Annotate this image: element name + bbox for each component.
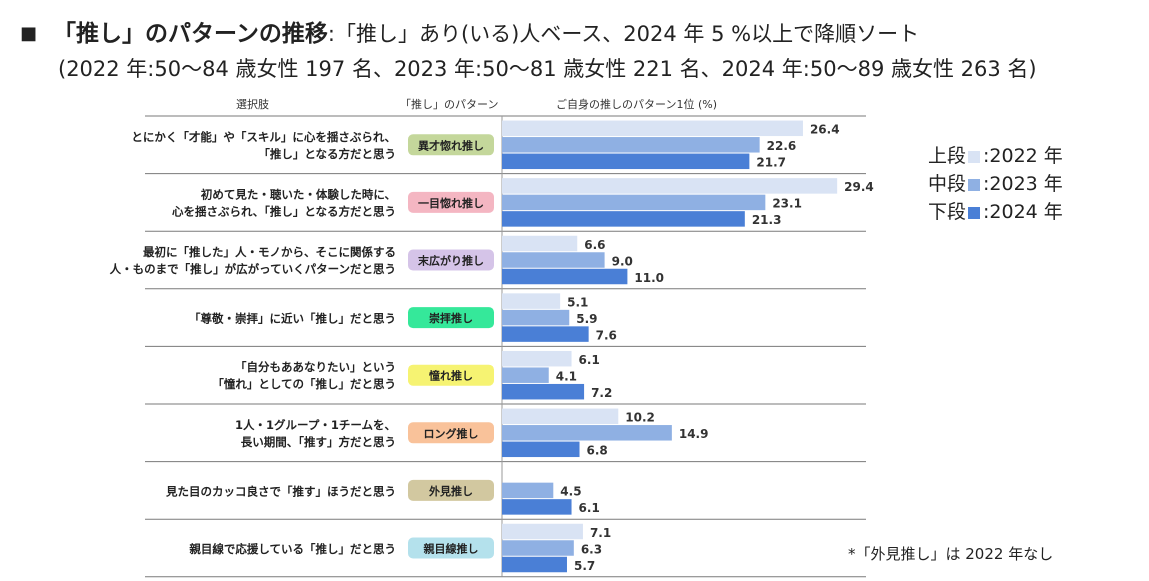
pattern-badge-label: ロング推し — [424, 426, 479, 440]
bar-2024 — [502, 556, 567, 573]
legend-year: :2022 年 — [983, 145, 1063, 167]
legend-swatch — [968, 151, 981, 163]
legend-swatch — [968, 179, 981, 191]
bar-2024 — [502, 441, 580, 458]
bar-2023 — [502, 425, 672, 441]
bar-2023 — [502, 137, 760, 153]
pattern-badge-label: 憧れ推し — [429, 369, 473, 383]
bar-2023 — [502, 540, 574, 556]
category-label-line2: 人・ものまで「推し」が広がっていくパターンだと思う — [110, 262, 396, 276]
category-label-line1: 初めて見た・聴いた・体験した時に、 — [201, 187, 396, 201]
category-label-line1: 「自分もああなりたい」という — [235, 360, 396, 374]
bar-2023 — [502, 367, 549, 383]
bar-value-label-2023: 4.1 — [556, 369, 577, 383]
column-header-pattern: 「推し」のパターン — [400, 98, 499, 111]
bar-value-label-2024: 11.0 — [634, 271, 664, 285]
pattern-badge-label: 一目惚れ推し — [418, 196, 484, 210]
bar-2023 — [502, 309, 570, 326]
column-header-choice: 選択肢 — [236, 98, 269, 111]
title-subtitle: :「推し」あり(いる)人ベース、2024 年 5 %以上で降順ソート — [327, 22, 920, 46]
legend-year: :2024 年 — [983, 201, 1063, 223]
bar-2022 — [502, 293, 561, 309]
legend-swatch — [968, 207, 981, 219]
legend-label: 上段 — [928, 145, 967, 167]
pattern-badge-label: 親目線推し — [424, 542, 479, 556]
category-label-line1: 親目線で応援している「推し」だと思う — [189, 542, 396, 556]
bar-2022 — [502, 408, 619, 425]
bar-value-label-2023: 14.9 — [679, 427, 709, 441]
pattern-badge — [408, 422, 494, 444]
bar-value-label-2022: 29.4 — [844, 180, 874, 194]
chart-title: ■ 「推し」のパターンの推移:「推し」あり(いる)人ベース、2024 年 5 %以… — [20, 14, 919, 48]
bar-value-label-2023: 4.5 — [560, 485, 581, 499]
pattern-badge-label: 外見推し — [428, 484, 473, 498]
bar-value-label-2023: 22.6 — [767, 139, 797, 153]
footnote: *「外見推し」は 2022 年なし — [848, 545, 1054, 563]
bullet-square-icon: ■ — [20, 23, 38, 44]
bar-2022 — [502, 235, 578, 252]
bar-2022 — [502, 120, 803, 137]
bar-value-label-2023: 9.0 — [612, 254, 633, 268]
pattern-badge-label: 異才惚れ推し — [418, 138, 484, 152]
bar-value-label-2022: 6.1 — [579, 353, 600, 367]
legend-label: 下段 — [928, 201, 967, 223]
bar-2023 — [502, 252, 605, 268]
bar-2024 — [502, 211, 745, 227]
category-label-line2: 「推し」となる方だと思う — [258, 147, 396, 161]
category-label-line2: 長い期間、「推す」方だと思う — [241, 435, 396, 449]
bar-value-label-2023: 5.9 — [576, 312, 597, 326]
bar-2024 — [502, 383, 585, 400]
bar-value-label-2023: 6.3 — [581, 542, 602, 556]
bar-2024 — [502, 499, 572, 515]
bar-value-label-2024: 21.3 — [752, 213, 782, 227]
title-main: 「推し」のパターンの推移 — [53, 21, 328, 47]
bar-2024 — [502, 268, 628, 285]
bar-2022 — [502, 523, 583, 540]
pattern-badge-label: 末広がり推し — [417, 254, 484, 268]
bar-2022 — [502, 178, 838, 194]
bar-value-label-2022: 10.2 — [625, 411, 655, 425]
legend-item-2024: 下段 :2024 年 — [928, 198, 1063, 226]
pattern-badge — [408, 479, 494, 501]
legend-item-2022: 上段 :2022 年 — [928, 142, 1063, 170]
category-label-line1: 1人・1グループ・1チームを、 — [235, 418, 396, 432]
pattern-badge — [408, 249, 494, 271]
legend: 上段 :2022 年 中段 :2023 年 下段 :2024 年 — [928, 142, 1063, 226]
bar-2022 — [502, 350, 572, 367]
category-label-line2: 心を揺さぶられ、「推し」となる方だと思う — [172, 204, 396, 218]
legend-label: 中段 — [928, 173, 967, 195]
category-label-line1: 見た目のカッコ良さで「推す」ほうだと思う — [165, 484, 396, 498]
bar-value-label-2024: 21.7 — [756, 156, 786, 170]
bar-value-label-2022: 6.6 — [584, 238, 605, 252]
bar-value-label-2022: 7.1 — [590, 526, 611, 540]
bar-value-label-2024: 7.6 — [596, 328, 617, 342]
pattern-badge — [408, 134, 494, 156]
pattern-badge — [408, 307, 494, 329]
column-header-chart: ご自身の推しのパターン1位 (%) — [556, 98, 717, 111]
bar-value-label-2023: 23.1 — [772, 197, 802, 211]
bar-value-label-2022: 26.4 — [810, 123, 840, 137]
title-sample-description: (2022 年:50～84 歳女性 197 名、2023 年:50～81 歳女性… — [58, 57, 1037, 81]
category-label-line2: 「憧れ」としての「推し」だと思う — [212, 377, 396, 391]
pattern-badge — [408, 191, 494, 213]
legend-item-2023: 中段 :2023 年 — [928, 170, 1063, 198]
pattern-badge — [408, 537, 494, 559]
pattern-badge-label: 崇拝推し — [429, 311, 473, 325]
category-label-line1: 最初に「推した」人・モノから、そこに関係する — [143, 245, 396, 259]
bar-value-label-2024: 6.1 — [579, 501, 600, 515]
bar-value-label-2024: 6.8 — [587, 444, 608, 458]
bar-value-label-2024: 7.2 — [591, 386, 612, 400]
bar-value-label-2024: 5.7 — [574, 559, 595, 573]
legend-year: :2023 年 — [983, 173, 1063, 195]
pattern-badge — [408, 364, 494, 386]
bar-2024 — [502, 326, 589, 342]
category-label-line1: とにかく「才能」や「スキル」に心を揺さぶられ、 — [131, 130, 396, 144]
bar-2023 — [502, 194, 766, 211]
bar-2024 — [502, 153, 750, 170]
category-label-line1: 「尊敬・崇拝」に近い「推し」だと思う — [189, 312, 396, 326]
bar-value-label-2022: 5.1 — [567, 295, 588, 309]
bar-2023 — [502, 482, 554, 499]
